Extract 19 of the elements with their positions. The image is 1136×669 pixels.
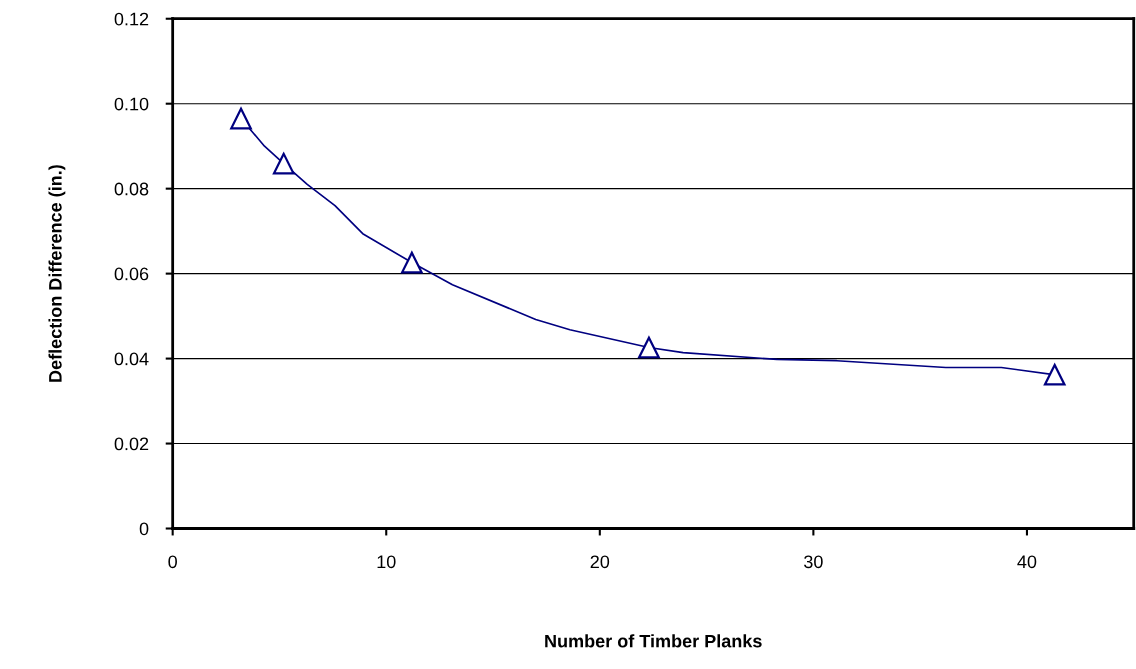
y-tick-label: 0.08 (114, 182, 149, 196)
y-tick-label: 0 (139, 522, 149, 536)
y-tick-label: 0.06 (114, 267, 149, 281)
y-tick-label: 0.10 (114, 97, 149, 111)
x-tick-label: 20 (590, 555, 610, 569)
x-tick-label: 40 (1017, 555, 1037, 569)
y-tick-label: 0.04 (114, 352, 149, 366)
point (230, 107, 252, 130)
y-tick-label: 0.12 (114, 12, 149, 26)
point (638, 336, 660, 359)
y-tick-label: 0.02 (114, 437, 149, 451)
x-tick-label: 10 (377, 555, 396, 569)
point (1043, 363, 1066, 386)
x-tick-label: 30 (804, 555, 823, 569)
y-axis-title: Deflection Difference (in.) (48, 165, 66, 382)
x-axis-title: Number of Timber Planks (545, 634, 762, 648)
point (272, 152, 295, 175)
x-tick-label: 0 (168, 555, 177, 569)
point (401, 251, 423, 274)
